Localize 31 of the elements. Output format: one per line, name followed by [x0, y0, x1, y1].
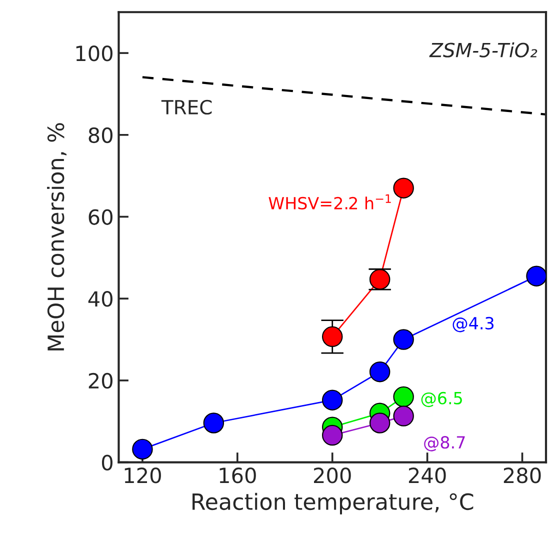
x-tick-label: 120: [124, 468, 161, 484]
point: [369, 412, 390, 434]
point: [526, 266, 546, 286]
series-label: @6.5: [421, 392, 462, 408]
y-tick-label: 20: [88, 372, 112, 389]
point: [203, 412, 224, 434]
point: [393, 329, 414, 350]
series-label: @8.7: [424, 436, 465, 452]
y-tick-label: 100: [76, 46, 112, 62]
point: [393, 178, 414, 198]
text: ZSM-5-TiO₂: [429, 42, 538, 58]
point: [393, 406, 414, 426]
point: [132, 438, 153, 460]
point: [369, 361, 390, 382]
x-tick-label: 240: [408, 468, 446, 484]
point: [322, 390, 343, 410]
point: [322, 326, 343, 348]
point: [393, 386, 414, 408]
x-tick-label: 160: [220, 468, 256, 484]
y-tick-label: 40: [88, 291, 112, 307]
x-tick-label: 280: [504, 468, 541, 484]
y-tick-label: 60: [88, 209, 112, 225]
x-tick-label: 200: [314, 468, 351, 484]
x-axis-title: Reaction temperature, °C: [192, 492, 474, 514]
y-axis-title: MeOH conversion, %: [47, 123, 66, 350]
annotation: TREC: [161, 100, 212, 115]
y-tick-label: 80: [88, 127, 112, 144]
series-label: WHSV=2.2 h$^{−1}$: [268, 194, 391, 210]
series-label: @4.3: [452, 316, 494, 332]
y-tick-label: 0: [102, 454, 112, 470]
point: [322, 424, 343, 446]
